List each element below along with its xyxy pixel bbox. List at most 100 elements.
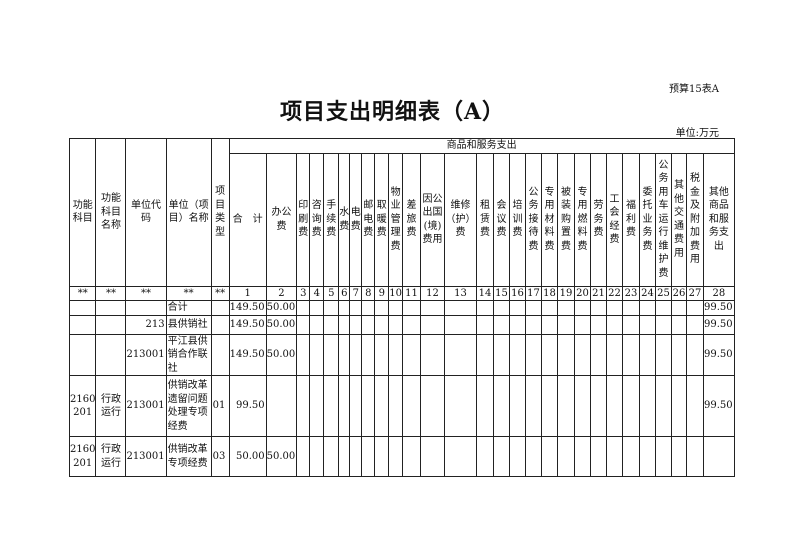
unit-code-cell xyxy=(125,300,167,316)
column-header: 取 暖 费 xyxy=(374,152,390,287)
expense-cell xyxy=(361,333,376,376)
expense-cell xyxy=(639,300,657,316)
function-name-cell: 行政 运行 xyxy=(95,375,127,437)
function-code-cell: 2160 201 xyxy=(68,436,97,477)
expense-cell xyxy=(402,300,422,316)
column-number: ** xyxy=(210,285,230,301)
column-number: 20 xyxy=(574,285,592,301)
expense-cell xyxy=(493,300,511,316)
expense-cell xyxy=(525,314,543,335)
expense-cell xyxy=(686,314,705,335)
expense-cell xyxy=(639,436,657,477)
expense-cell xyxy=(590,436,608,477)
expense-cell xyxy=(639,314,657,335)
expense-cell xyxy=(323,314,340,335)
expense-cell xyxy=(655,314,673,335)
column-header: 差 旅 费 xyxy=(402,152,422,287)
office-expense-cell: 50.00 xyxy=(265,300,298,316)
column-number: 2 xyxy=(265,285,298,301)
expense-cell xyxy=(420,436,446,477)
expense-cell xyxy=(296,314,311,335)
expense-cell xyxy=(420,314,446,335)
function-code-cell xyxy=(68,314,97,335)
expense-cell xyxy=(639,375,657,437)
unit-code-cell: 213001 xyxy=(125,436,167,477)
project-type-cell xyxy=(210,314,230,335)
column-number: 6 xyxy=(338,285,351,301)
expense-cell xyxy=(671,333,688,376)
expense-cell xyxy=(686,333,705,376)
expense-cell xyxy=(590,300,608,316)
expense-cell xyxy=(541,314,559,335)
expense-cell xyxy=(622,333,641,376)
column-number: 16 xyxy=(509,285,527,301)
other-goods-services-cell: 99.50 xyxy=(703,375,735,437)
form-number: 预算15表A xyxy=(669,84,719,95)
column-header: 专 用 材 料 费 xyxy=(541,152,559,287)
column-number: 9 xyxy=(374,285,390,301)
expense-cell xyxy=(655,300,673,316)
expense-cell xyxy=(557,375,576,437)
column-header: 功能 科目 xyxy=(68,138,97,287)
expense-cell xyxy=(309,300,325,316)
column-header: 单位代 码 xyxy=(125,138,167,287)
column-header: 邮 电 费 xyxy=(361,152,376,287)
column-number: 1 xyxy=(228,285,267,301)
expense-cell xyxy=(493,375,511,437)
expense-cell xyxy=(541,333,559,376)
expense-cell xyxy=(622,375,641,437)
expense-cell xyxy=(402,375,422,437)
unit-code-cell: 213001 xyxy=(125,375,167,437)
expense-cell xyxy=(476,314,495,335)
column-header: 水 费 xyxy=(338,152,351,287)
function-name-cell xyxy=(95,314,127,335)
page-title: 项目支出明细表（A） xyxy=(279,99,506,125)
office-expense-cell: 50.00 xyxy=(265,436,298,477)
office-expense-cell: 50.00 xyxy=(265,314,298,335)
expense-cell xyxy=(349,375,363,437)
expense-cell xyxy=(388,436,404,477)
column-header: 电 费 xyxy=(349,152,363,287)
column-number: ** xyxy=(68,285,97,301)
column-number: 4 xyxy=(309,285,325,301)
expense-cell xyxy=(420,375,446,437)
expense-cell xyxy=(476,300,495,316)
expense-cell xyxy=(509,375,527,437)
column-number: ** xyxy=(95,285,127,301)
unit-code-cell: 213 xyxy=(125,314,167,335)
total-cell: 149.50 xyxy=(228,300,267,316)
expense-cell xyxy=(388,375,404,437)
function-code-cell: 2160 201 xyxy=(68,375,97,437)
unit-name-cell: 供销改革 遗留问题 处理专项 经费 xyxy=(165,375,212,437)
table-row: 合计 149.50 50.00 99.50 xyxy=(68,300,735,316)
expense-cell xyxy=(525,333,543,376)
expense-cell xyxy=(388,300,404,316)
function-code-cell xyxy=(68,333,97,376)
expense-cell xyxy=(606,375,624,437)
expense-cell xyxy=(557,314,576,335)
expense-cell xyxy=(671,436,688,477)
expense-cell xyxy=(309,333,325,376)
expense-cell xyxy=(541,436,559,477)
column-number: 12 xyxy=(420,285,446,301)
expense-cell xyxy=(686,300,705,316)
expense-cell xyxy=(296,300,311,316)
expense-cell xyxy=(557,436,576,477)
expense-cell xyxy=(296,333,311,376)
expense-cell xyxy=(525,436,543,477)
column-number: ** xyxy=(165,285,212,301)
expense-cell xyxy=(476,436,495,477)
column-header: 手 续 费 xyxy=(323,152,340,287)
office-expense-cell: 50.00 xyxy=(265,333,298,376)
group-header: 商品和服务支出 xyxy=(228,138,735,154)
total-cell: 149.50 xyxy=(228,314,267,335)
other-goods-services-cell: 99.50 xyxy=(703,333,735,376)
expense-cell xyxy=(420,333,446,376)
table-row: 213 县供销社 149.50 50.00 99.50 xyxy=(68,314,735,335)
column-header: 专 用 燃 料 费 xyxy=(574,152,592,287)
expense-cell xyxy=(402,333,422,376)
expense-cell xyxy=(493,333,511,376)
column-number: 25 xyxy=(655,285,673,301)
expense-cell xyxy=(671,375,688,437)
expense-cell xyxy=(402,436,422,477)
